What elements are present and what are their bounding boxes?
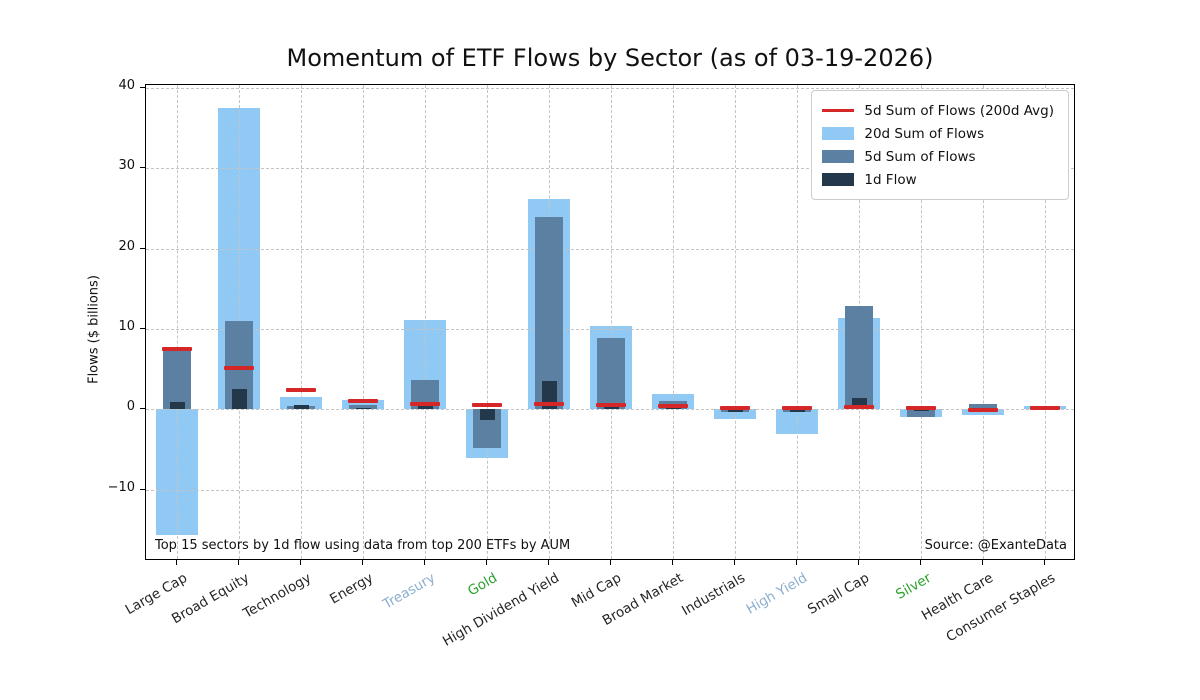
x-tick-mark — [796, 560, 797, 565]
legend-patch-swatch — [822, 150, 855, 163]
legend-item-label: 5d Sum of Flows (200d Avg) — [864, 102, 1054, 119]
legend-line-swatch — [822, 109, 855, 112]
bar-1d-flow — [479, 409, 495, 420]
v-gridline — [797, 85, 798, 559]
bar-1d-flow — [541, 381, 557, 410]
x-tick-mark — [672, 560, 673, 565]
bar-1d-flow — [851, 398, 867, 410]
bar-1d-flow — [355, 407, 371, 410]
h-gridline — [146, 409, 1074, 411]
avg-200d-marker — [286, 388, 316, 393]
legend-patch-swatch — [822, 127, 855, 140]
bar-1d-flow — [665, 406, 681, 410]
bar-1d-flow — [293, 405, 309, 410]
bar-5d-flow — [845, 305, 873, 410]
legend-item-label: 5d Sum of Flows — [864, 148, 976, 165]
y-tick-label: 40 — [118, 78, 135, 94]
bar-5d-flow — [535, 216, 563, 410]
v-gridline — [673, 85, 674, 559]
bar-1d-flow — [727, 409, 743, 412]
avg-200d-marker — [906, 405, 936, 410]
h-gridline — [146, 489, 1074, 491]
legend-item: 5d Sum of Flows — [822, 145, 1054, 168]
x-tick-mark — [486, 560, 487, 565]
legend-item-label: 1d Flow — [864, 171, 917, 188]
x-tick-mark — [734, 560, 735, 565]
y-tick-label: 0 — [126, 399, 135, 415]
avg-200d-marker — [534, 402, 564, 407]
h-gridline — [146, 329, 1074, 331]
bar-5d-flow — [907, 409, 935, 417]
avg-200d-marker — [658, 403, 688, 408]
legend-item: 5d Sum of Flows (200d Avg) — [822, 99, 1054, 122]
bar-5d-flow — [163, 351, 191, 410]
x-tick-mark — [238, 560, 239, 565]
avg-200d-marker — [410, 401, 440, 406]
h-gridline — [146, 168, 1074, 170]
avg-200d-marker — [596, 403, 626, 408]
v-gridline — [425, 85, 426, 559]
legend-item: 20d Sum of Flows — [822, 122, 1054, 145]
footnote: Top 15 sectors by 1d flow using data fro… — [155, 538, 571, 553]
y-tick-mark — [140, 167, 145, 169]
avg-200d-marker — [782, 406, 812, 411]
x-tick-mark — [610, 560, 611, 565]
legend-patch-swatch — [822, 173, 855, 186]
v-gridline — [735, 85, 736, 559]
y-tick-mark — [140, 87, 145, 89]
v-gridline — [363, 85, 364, 559]
bar-1d-flow — [417, 404, 433, 410]
avg-200d-marker — [968, 408, 998, 413]
y-tick-label: 10 — [118, 319, 135, 335]
y-tick-label: 30 — [118, 158, 135, 174]
y-tick-mark — [140, 408, 145, 410]
h-gridline — [146, 248, 1074, 250]
legend-item-label: 20d Sum of Flows — [864, 125, 985, 142]
h-gridline — [146, 88, 1074, 90]
y-tick-label: 20 — [118, 238, 135, 254]
x-tick-mark — [424, 560, 425, 565]
v-gridline — [1045, 85, 1046, 559]
v-gridline — [177, 85, 178, 559]
x-tick-mark — [1044, 560, 1045, 565]
x-tick-mark — [362, 560, 363, 565]
bar-1d-flow — [789, 409, 805, 413]
x-tick-mark — [176, 560, 177, 565]
source-credit: Source: @ExanteData — [924, 538, 1067, 553]
x-tick-mark — [858, 560, 859, 565]
bar-5d-flow — [349, 405, 377, 410]
y-tick-mark — [140, 328, 145, 330]
x-tick-mark — [920, 560, 921, 565]
y-tick-mark — [140, 247, 145, 249]
legend: 5d Sum of Flows (200d Avg) 20d Sum of Flo… — [811, 90, 1069, 200]
avg-200d-marker — [472, 403, 502, 408]
avg-200d-marker — [348, 399, 378, 404]
plot-area: Top 15 sectors by 1d flow using data fro… — [145, 84, 1075, 560]
x-tick-mark — [982, 560, 983, 565]
v-gridline — [301, 85, 302, 559]
x-tick-mark — [548, 560, 549, 565]
y-tick-label: −10 — [107, 479, 135, 495]
avg-200d-marker — [844, 405, 874, 410]
v-gridline — [487, 85, 488, 559]
bar-1d-flow — [231, 389, 247, 410]
chart-title: Momentum of ETF Flows by Sector (as of 0… — [286, 44, 934, 72]
avg-200d-marker — [720, 406, 750, 411]
y-tick-mark — [140, 488, 145, 490]
x-tick-mark — [300, 560, 301, 565]
v-gridline — [611, 85, 612, 559]
bar-5d-flow — [597, 337, 625, 410]
v-gridline — [983, 85, 984, 559]
avg-200d-marker — [1030, 406, 1060, 411]
avg-200d-marker — [224, 365, 254, 370]
bar-5d-flow — [969, 404, 997, 410]
bar-1d-flow — [913, 409, 929, 412]
v-gridline — [921, 85, 922, 559]
avg-200d-marker — [162, 347, 192, 352]
bar-1d-flow — [169, 402, 185, 410]
legend-item: 1d Flow — [822, 168, 1054, 191]
